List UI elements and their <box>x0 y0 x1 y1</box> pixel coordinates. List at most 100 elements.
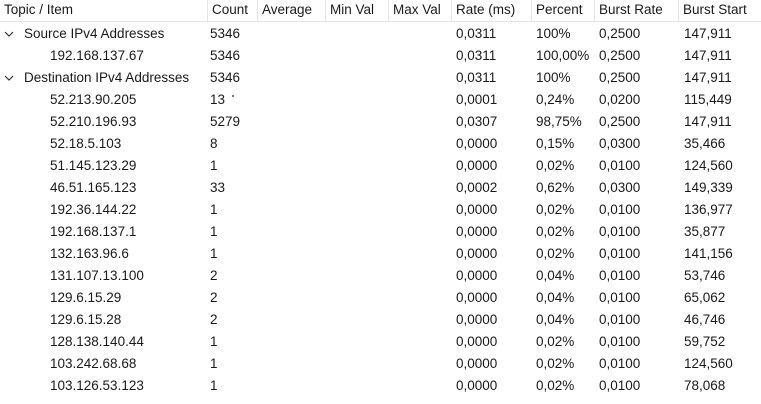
tree-item-row[interactable]: 129.6.15.28 2 0,0000 0,04% 0,0100 46,746 <box>0 309 761 331</box>
count-cell: 2 <box>210 290 218 305</box>
rate-cell: 0,0000 <box>456 158 498 173</box>
percent-cell: 0,02% <box>536 246 575 261</box>
rate-cell: 0,0000 <box>456 224 498 239</box>
tree-item-row[interactable]: 52.210.196.93 5279 0,0307 98,75% 0,2500 147,9… <box>0 111 761 133</box>
topic-cell: 52.213.90.205 <box>50 92 137 107</box>
burst-start-cell: 59,752 <box>684 334 726 349</box>
burst-start-cell: 147,911 <box>684 70 732 85</box>
tree-item-row[interactable]: 192.168.137.1 1 0,0000 0,02% 0,0100 35,877 <box>0 221 761 243</box>
rate-cell: 0,0000 <box>456 290 498 305</box>
column-header-bar: Topic / Item Count Average Min Val Max V… <box>0 0 761 22</box>
tree-item-row[interactable]: 103.242.68.68 1 0,0000 0,02% 0,0100 124,560 <box>0 353 761 375</box>
topic-cell: Source IPv4 Addresses <box>24 26 165 41</box>
tree-item-row[interactable]: 128.138.140.44 1 0,0000 0,02% 0,0100 59,752 <box>0 331 761 353</box>
tree-item-row[interactable]: 51.145.123.29 1 0,0000 0,02% 0,0100 124,560 <box>0 155 761 177</box>
rate-cell: 0,0000 <box>456 312 498 327</box>
tree-item-row[interactable]: 103.126.53.123 1 0,0000 0,02% 0,0100 78,068 <box>0 375 761 397</box>
percent-cell: 0,04% <box>536 290 575 305</box>
count-cell: 1 <box>210 224 218 239</box>
column-header-rate[interactable]: Rate (ms) <box>452 0 532 21</box>
burst-rate-cell: 0,0100 <box>599 334 641 349</box>
tree-item-row[interactable]: 131.107.13.100 2 0,0000 0,04% 0,0100 53,746 <box>0 265 761 287</box>
rate-cell: 0,0002 <box>456 180 498 195</box>
rate-cell: 0,0000 <box>456 378 498 393</box>
burst-start-cell: 147,911 <box>684 48 732 63</box>
count-cell: 1 <box>210 246 218 261</box>
burst-rate-cell: 0,0100 <box>599 158 641 173</box>
topic-cell: 52.210.196.93 <box>50 114 137 129</box>
burst-start-cell: 53,746 <box>684 268 726 283</box>
column-header-topic[interactable]: Topic / Item <box>0 0 208 21</box>
rate-cell: 0,0000 <box>456 356 498 371</box>
burst-rate-cell: 0,0300 <box>599 136 641 151</box>
column-header-average[interactable]: Average <box>258 0 326 21</box>
column-header-burst-start[interactable]: Burst Start <box>683 2 747 17</box>
tree-group-row[interactable]: Destination IPv4 Addresses 5346 0,0311 100%… <box>0 67 761 89</box>
percent-cell: 0,02% <box>536 334 575 349</box>
topic-cell: 192.168.137.1 <box>50 224 137 239</box>
count-cell: 1 <box>210 378 218 393</box>
rate-cell: 0,0311 <box>456 70 497 85</box>
percent-cell: 0,62% <box>536 180 575 195</box>
topic-cell: 192.168.137.67 <box>50 48 144 63</box>
burst-start-cell: 124,560 <box>684 158 733 173</box>
tree-item-row[interactable]: 132.163.96.6 1 0,0000 0,02% 0,0100 141,156 <box>0 243 761 265</box>
percent-cell: 0,02% <box>536 224 575 239</box>
stats-tree: Source IPv4 Addresses 5346 0,0311 100% 0,250… <box>0 23 761 397</box>
tree-item-row[interactable]: 52.213.90.205 13 0,0001 0,24% 0,0200 115,449 <box>0 89 761 111</box>
burst-start-cell: 78,068 <box>684 378 726 393</box>
burst-rate-cell: 0,0100 <box>599 356 641 371</box>
column-header-burst-rate[interactable]: Burst Rate <box>595 0 679 21</box>
rate-cell: 0,0000 <box>456 246 498 261</box>
percent-cell: 100% <box>536 70 571 85</box>
topic-cell: 132.163.96.6 <box>50 246 129 261</box>
burst-start-cell: 147,911 <box>684 114 732 129</box>
burst-rate-cell: 0,0100 <box>599 202 641 217</box>
tree-item-row[interactable]: 52.18.5.103 8 0,0000 0,15% 0,0300 35,466 <box>0 133 761 155</box>
percent-cell: 0,24% <box>536 92 575 107</box>
burst-rate-cell: 0,2500 <box>599 70 641 85</box>
rate-cell: 0,0000 <box>456 268 498 283</box>
percent-cell: 98,75% <box>536 114 582 129</box>
burst-start-cell: 35,877 <box>684 224 726 239</box>
percent-cell: 100% <box>536 26 571 41</box>
column-header-percent[interactable]: Percent <box>532 0 595 21</box>
column-header-count[interactable]: Count <box>208 0 258 21</box>
burst-start-cell: 141,156 <box>684 246 733 261</box>
tree-item-row[interactable]: 192.36.144.22 1 0,0000 0,02% 0,0100 136,977 <box>0 199 761 221</box>
burst-rate-cell: 0,0100 <box>599 268 641 283</box>
burst-rate-cell: 0,0100 <box>599 246 641 261</box>
topic-cell: 192.36.144.22 <box>50 202 137 217</box>
column-header-min-val[interactable]: Min Val <box>326 0 389 21</box>
burst-rate-cell: 0,0100 <box>599 224 641 239</box>
percent-cell: 0,04% <box>536 312 575 327</box>
tree-group-row[interactable]: Source IPv4 Addresses 5346 0,0311 100% 0,250… <box>0 23 761 45</box>
burst-start-cell: 136,977 <box>684 202 733 217</box>
rate-cell: 0,0311 <box>456 48 497 63</box>
burst-start-cell: 124,560 <box>684 356 733 371</box>
burst-start-cell: 115,449 <box>684 92 732 107</box>
topic-cell: 129.6.15.29 <box>50 290 122 305</box>
chevron-down-icon[interactable] <box>2 67 16 89</box>
rate-cell: 0,0000 <box>456 136 498 151</box>
count-cell: 2 <box>210 312 218 327</box>
chevron-down-icon[interactable] <box>2 23 16 45</box>
rate-cell: 0,0311 <box>456 26 497 41</box>
column-header-max-val[interactable]: Max Val <box>389 0 452 21</box>
count-cell: 5279 <box>210 114 241 129</box>
topic-cell: 128.138.140.44 <box>50 334 144 349</box>
tree-item-row[interactable]: 192.168.137.67 5346 0,0311 100,00% 0,2500 147… <box>0 45 761 67</box>
topic-cell: 46.51.165.123 <box>50 180 137 195</box>
percent-cell: 0,04% <box>536 268 575 283</box>
rate-cell: 0,0001 <box>456 92 498 107</box>
tree-item-row[interactable]: 129.6.15.29 2 0,0000 0,04% 0,0100 65,062 <box>0 287 761 309</box>
count-cell: 1 <box>210 334 218 349</box>
topic-cell: 103.242.68.68 <box>50 356 137 371</box>
burst-rate-cell: 0,2500 <box>599 26 641 41</box>
topic-cell: 103.126.53.123 <box>50 378 144 393</box>
tree-item-row[interactable]: 46.51.165.123 33 0,0002 0,62% 0,0300 149,339 <box>0 177 761 199</box>
count-cell: 2 <box>210 268 218 283</box>
burst-rate-cell: 0,0300 <box>599 180 641 195</box>
count-cell: 1 <box>210 158 218 173</box>
burst-start-cell: 147,911 <box>684 26 732 41</box>
